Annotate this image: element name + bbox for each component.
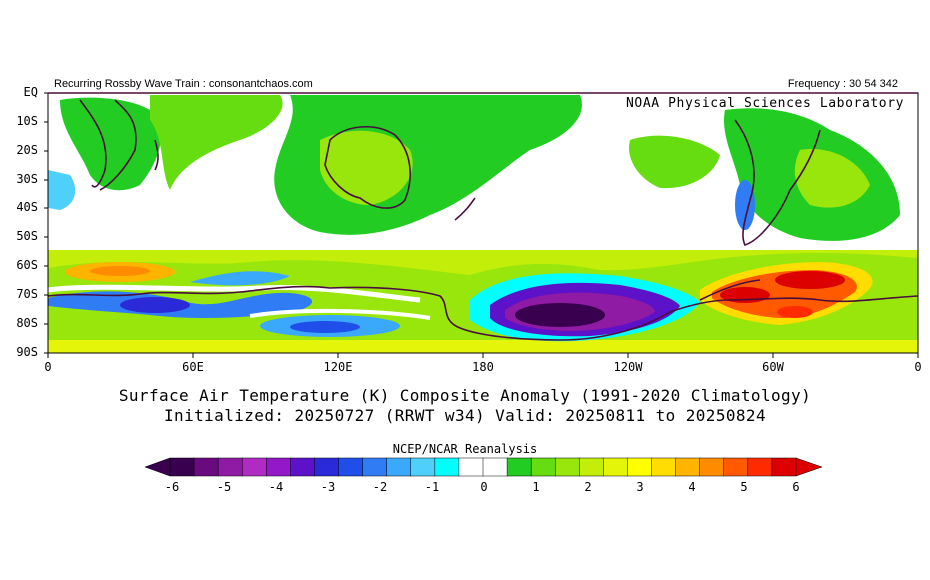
colorbar-cell: [723, 457, 749, 477]
lon-label: 60W: [762, 360, 784, 374]
colorbar-label: 0: [480, 480, 488, 494]
colorbar-cell: [603, 457, 629, 477]
lon-label: 0: [44, 360, 52, 374]
colorbar-cell: [699, 457, 725, 477]
polar-band: [48, 340, 918, 353]
colorbar-cell: [651, 457, 677, 477]
colorbar-cell: [314, 457, 340, 477]
lon-label: 60E: [182, 360, 204, 374]
new-zealand: [454, 197, 476, 221]
header-credit: Recurring Rossby Wave Train : consonantc…: [54, 78, 313, 90]
colorbar-cell: [217, 457, 243, 477]
colorbar-cell: [506, 457, 532, 477]
colorbar-max-arrow: [795, 457, 823, 477]
neutral-contour-2: [249, 308, 431, 320]
colorbar-cell: [675, 457, 701, 477]
colorbar-cell: [338, 457, 364, 477]
colorbar-min-arrow: [144, 457, 171, 477]
band-edge: [48, 250, 918, 275]
cold-core-120e: [290, 321, 360, 333]
colorbar-cell: [579, 457, 604, 477]
colorbar-label: 5: [740, 480, 748, 494]
cold-patch-90e: [190, 271, 290, 286]
lat-label: 30S: [16, 172, 38, 186]
colorbar-cell: [386, 457, 412, 477]
colorbar-label: 4: [688, 480, 696, 494]
warm-core-east: [775, 271, 845, 289]
lat-label: 40S: [16, 200, 38, 214]
lat-label: 80S: [16, 316, 38, 330]
anomaly-south-atlantic: [794, 149, 870, 208]
lat-label: 20S: [16, 143, 38, 157]
data-source: NCEP/NCAR Reanalysis: [392, 442, 538, 456]
lat-label: 70S: [16, 287, 38, 301]
warm-core-60e: [90, 266, 150, 276]
colorbar-cell: [266, 457, 291, 477]
lat-label: 10S: [16, 114, 38, 128]
colorbar-label: -6: [164, 480, 180, 494]
colorbar-cell: [434, 457, 460, 477]
header-frequency: Frequency : 30 54 342: [787, 78, 898, 90]
lab-credit: NOAA Physical Sciences Laboratory: [626, 96, 905, 111]
lon-label: 120E: [323, 360, 353, 374]
colorbar-cell: [627, 457, 653, 477]
africa-east-coast: [99, 99, 137, 191]
colorbar-cell: [458, 457, 484, 477]
anomaly-map: [44, 92, 919, 358]
lat-label: EQ: [23, 85, 38, 99]
anomaly-east-pacific: [629, 135, 720, 189]
colorbar-cell: [410, 457, 436, 477]
colorbar-cells: [169, 457, 797, 477]
madagascar: [154, 139, 159, 171]
colorbar-label: -5: [216, 480, 232, 494]
lat-label: 60S: [16, 258, 38, 272]
neutral-contour: [47, 284, 421, 303]
colorbar-label: 1: [532, 480, 540, 494]
anomaly-africa: [60, 97, 161, 191]
coastlines: [47, 99, 919, 341]
colorbar: [144, 457, 823, 477]
lat-label: 50S: [16, 229, 38, 243]
colorbar-cell: [241, 457, 267, 477]
antarctica: [47, 285, 919, 341]
antarctic-peninsula: [699, 279, 761, 301]
lon-label: 120W: [613, 360, 643, 374]
colorbar-cell: [169, 457, 195, 477]
colorbar-cell: [554, 457, 580, 477]
south-america: [734, 119, 821, 246]
map-title: Surface Air Temperature (K) Composite An…: [118, 386, 812, 405]
colorbar-label: -1: [424, 480, 440, 494]
colorbar-cell: [530, 457, 556, 477]
cold-core-west: [120, 297, 190, 313]
colorbar-cell: [193, 457, 219, 477]
map-subtitle: Initialized: 20250727 (RRWT w34) Valid: …: [164, 406, 766, 425]
colorbar-cell: [290, 457, 316, 477]
anomaly-cool-southatlantic: [48, 170, 76, 210]
colorbar-cell: [362, 457, 388, 477]
colorbar-label: 2: [584, 480, 592, 494]
lon-label: 180: [472, 360, 494, 374]
colorbar-label: 3: [636, 480, 644, 494]
lon-ticks: [47, 353, 919, 358]
colorbar-cell: [747, 457, 773, 477]
africa-coast: [79, 99, 107, 188]
anomaly-indian-ocean: [150, 95, 283, 190]
cold-anomaly-core: [515, 303, 605, 327]
colorbar-label: 6: [792, 480, 800, 494]
colorbar-label: -4: [268, 480, 284, 494]
lat-label: 90S: [16, 345, 38, 359]
colorbar-label: -3: [320, 480, 336, 494]
warm-core-south: [777, 306, 813, 318]
colorbar-cell: [482, 457, 508, 477]
colorbar-label: -2: [372, 480, 388, 494]
australia: [324, 125, 411, 209]
lat-ticks: [44, 92, 48, 354]
anomaly-cool-andes: [735, 180, 755, 230]
colorbar-cell: [771, 457, 797, 477]
anomaly-australia-core: [320, 130, 413, 205]
lon-label: 0: [914, 360, 922, 374]
